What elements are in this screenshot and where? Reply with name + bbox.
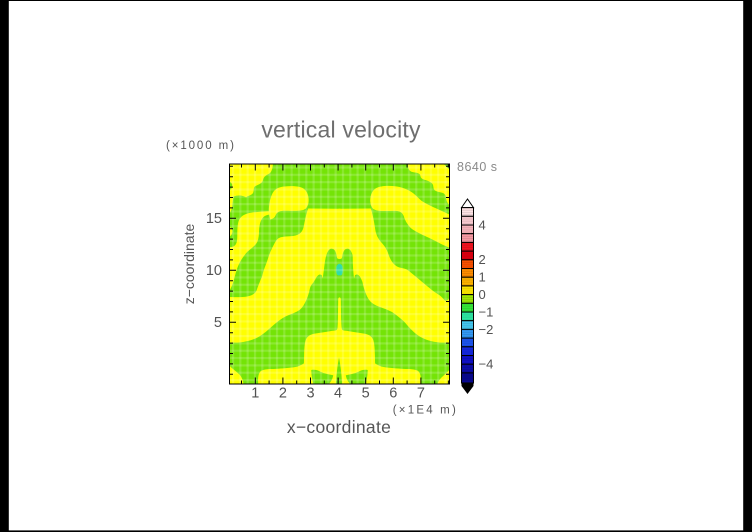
svg-text:−2: −2 (479, 322, 494, 337)
svg-text:7: 7 (417, 385, 425, 401)
svg-text:4: 4 (479, 217, 486, 232)
svg-text:8640 s: 8640 s (457, 160, 498, 174)
svg-text:(×1E4 m): (×1E4 m) (393, 405, 458, 417)
svg-text:−1: −1 (479, 304, 494, 319)
svg-text:z−coordinate: z−coordinate (181, 224, 197, 305)
svg-text:10: 10 (206, 263, 222, 279)
svg-text:4: 4 (334, 385, 342, 401)
svg-text:5: 5 (362, 385, 370, 401)
svg-text:5: 5 (214, 315, 222, 331)
svg-text:1: 1 (479, 270, 486, 285)
svg-text:x−coordinate: x−coordinate (287, 417, 391, 437)
svg-text:(×1000 m): (×1000 m) (166, 140, 236, 152)
svg-text:15: 15 (206, 211, 222, 227)
svg-text:6: 6 (389, 385, 397, 401)
svg-text:2: 2 (479, 252, 486, 267)
svg-text:2: 2 (279, 385, 287, 401)
svg-text:vertical velocity: vertical velocity (261, 117, 421, 143)
svg-text:0: 0 (479, 287, 486, 302)
svg-text:−4: −4 (479, 357, 494, 372)
svg-text:1: 1 (251, 385, 259, 401)
svg-text:3: 3 (306, 385, 314, 401)
